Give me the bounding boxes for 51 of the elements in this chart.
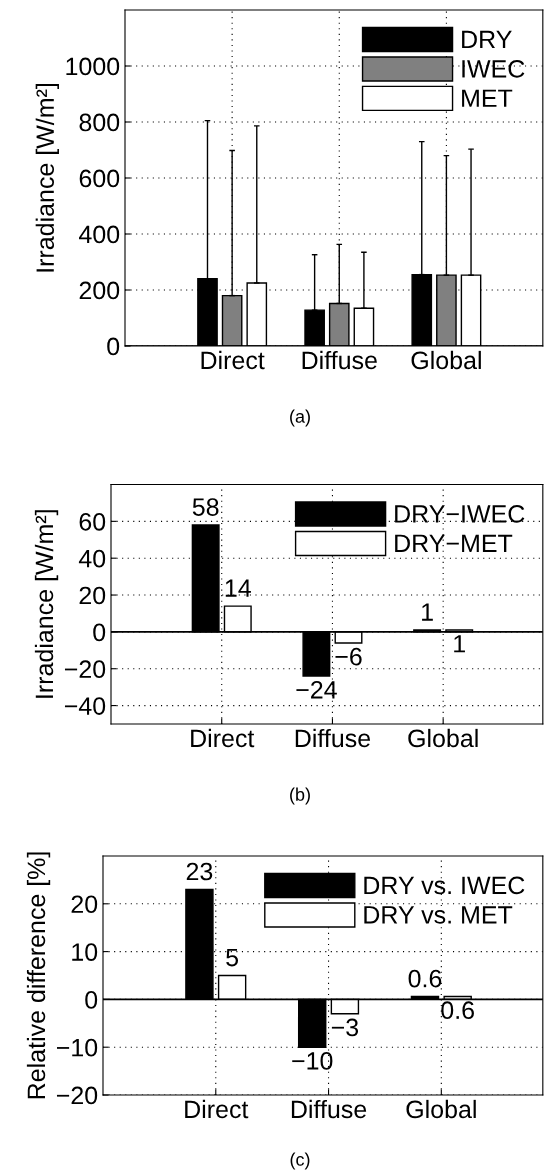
data-label: 5	[226, 948, 239, 967]
text: (c)	[290, 1152, 310, 1170]
y-tick-label: −10	[56, 1038, 98, 1057]
y-tick-label: 20	[71, 895, 98, 914]
y-axis-title: Irradiance [W/m²]	[35, 83, 59, 272]
y-tick-label: 200	[79, 281, 120, 300]
legend-label: DRY vs. IWEC	[364, 876, 525, 895]
legend-label: MET	[462, 89, 513, 107]
data-label: 58	[192, 498, 219, 516]
legend-label: DRY	[462, 30, 512, 48]
legend-label: IWEC	[462, 59, 525, 78]
data-label: 0.6	[408, 969, 442, 988]
y-tick-label: 600	[79, 169, 120, 188]
x-tick-label: Direct	[191, 728, 255, 748]
text: (b)	[290, 787, 310, 805]
data-label: −6	[335, 647, 362, 666]
x-tick-label: Diffuse	[291, 1099, 367, 1119]
x-tick-label: Global	[411, 350, 481, 370]
data-label: −24	[296, 680, 337, 699]
legend-label: DRY−IWEC	[395, 505, 525, 523]
y-axis-title: Relative difference [%]	[26, 852, 51, 1099]
x-tick-label: Global	[406, 1099, 476, 1119]
y-tick-label: 1000	[66, 57, 120, 76]
y-tick-label: 0	[93, 623, 106, 642]
x-tick-label: Diffuse	[302, 350, 377, 370]
legend-label: DRY vs. MET	[364, 906, 513, 924]
y-tick-label: 20	[79, 586, 106, 605]
y-tick-label: −40	[64, 697, 106, 715]
data-label: 23	[186, 862, 213, 881]
legend-label: DRY−MET	[395, 534, 513, 552]
data-label: 1	[454, 635, 465, 653]
x-tick-label: Diffuse	[295, 728, 371, 748]
data-label: 1	[422, 603, 433, 621]
y-tick-label: 40	[78, 549, 106, 568]
data-label: −3	[331, 1018, 359, 1037]
data-label: 0.6	[441, 1001, 474, 1020]
data-label: 14	[225, 579, 251, 597]
y-tick-label: 0	[107, 337, 120, 356]
y-tick-label: −20	[56, 1086, 98, 1105]
x-tick-label: Direct	[201, 350, 265, 370]
y-tick-label: 400	[79, 225, 120, 244]
y-tick-label: 0	[85, 991, 98, 1009]
y-tick-label: −20	[64, 660, 106, 679]
data-label: −10	[292, 1052, 333, 1070]
y-tick-label: 10	[72, 943, 98, 961]
x-tick-label: Global	[408, 728, 478, 748]
y-axis-title: Irradiance [W/m²]	[34, 510, 59, 698]
y-tick-label: 800	[79, 113, 120, 132]
x-tick-label: Direct	[185, 1099, 249, 1119]
y-tick-label: 60	[79, 512, 106, 531]
text: (a)	[290, 409, 310, 427]
